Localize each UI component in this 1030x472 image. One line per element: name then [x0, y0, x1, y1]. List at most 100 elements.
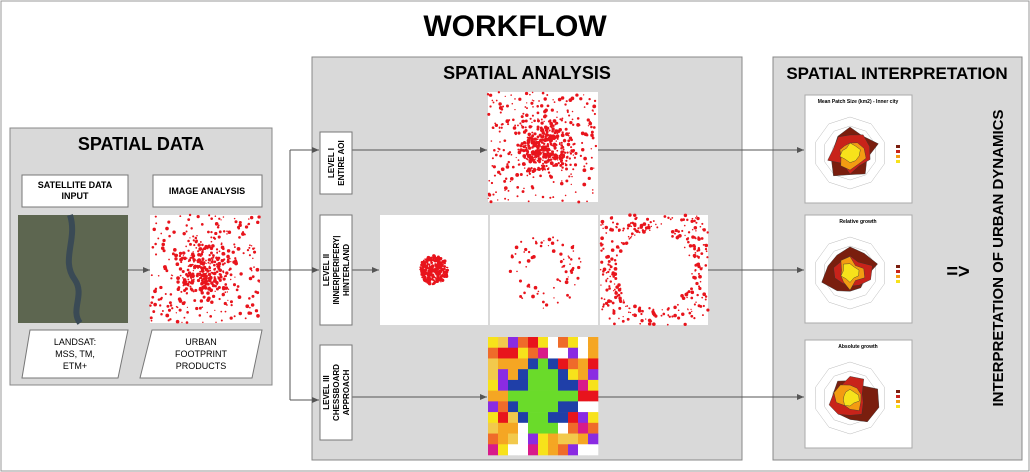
dot	[531, 186, 535, 190]
dot	[554, 123, 557, 126]
dot	[555, 154, 559, 157]
dot	[169, 318, 172, 321]
dot	[637, 308, 642, 313]
dot	[439, 257, 442, 260]
level-line: INNER|PERIFERY|	[332, 235, 341, 304]
dot	[197, 272, 200, 275]
dot	[495, 99, 498, 102]
dot	[600, 260, 604, 264]
dot	[559, 252, 563, 256]
dot	[691, 310, 693, 313]
dot	[534, 149, 536, 152]
dot	[671, 216, 674, 219]
dot	[706, 256, 709, 259]
box-label: URBAN FOOTPRINT PRODUCTS	[175, 337, 227, 371]
dot	[239, 272, 243, 276]
dot	[606, 277, 609, 280]
level-line: HINTERLAND	[342, 244, 351, 296]
dot	[197, 250, 200, 253]
dot	[253, 266, 255, 268]
dot	[499, 154, 503, 158]
chess-cell	[528, 379, 539, 391]
dot	[626, 317, 630, 321]
dot	[512, 118, 515, 122]
dot	[527, 146, 532, 150]
dot	[167, 220, 171, 224]
dot	[660, 223, 663, 225]
radar-area	[840, 263, 860, 283]
dot	[606, 304, 610, 307]
dot	[527, 200, 530, 203]
dot	[681, 312, 685, 316]
dot	[570, 149, 574, 153]
legend-swatch	[896, 280, 900, 283]
chess-cell	[538, 390, 549, 402]
dot	[592, 104, 597, 109]
dot	[536, 292, 539, 295]
chess-cell	[508, 401, 519, 413]
dot	[202, 321, 204, 324]
dot	[592, 110, 594, 112]
dot	[175, 262, 180, 267]
dot	[564, 163, 568, 167]
dot	[160, 246, 165, 251]
dot	[553, 164, 557, 167]
dot	[222, 230, 226, 233]
dot	[253, 250, 257, 254]
dot	[206, 291, 210, 295]
dot	[437, 255, 439, 258]
dot	[193, 267, 195, 270]
dot	[667, 314, 670, 317]
dot	[223, 301, 227, 306]
dot	[227, 254, 230, 257]
dot	[432, 274, 435, 277]
dot	[493, 148, 496, 152]
dot	[492, 127, 495, 129]
dot	[625, 305, 627, 308]
dot	[216, 251, 218, 254]
dot	[583, 132, 587, 136]
dot	[189, 242, 192, 246]
chess-cell	[488, 444, 499, 456]
dot	[181, 321, 183, 324]
dot	[182, 251, 186, 255]
dot	[572, 250, 575, 252]
dot	[649, 229, 651, 232]
dot	[552, 196, 555, 199]
dot	[161, 242, 166, 247]
dot	[543, 109, 547, 114]
dot	[506, 163, 509, 166]
dot	[206, 282, 210, 286]
dot	[539, 161, 542, 163]
dot	[648, 307, 651, 310]
dot	[530, 166, 533, 170]
dot	[222, 270, 225, 273]
dot	[549, 152, 554, 157]
dot	[211, 244, 215, 248]
dot	[583, 165, 586, 168]
dot	[532, 106, 534, 108]
dot	[540, 141, 544, 144]
dot	[190, 227, 193, 230]
dot	[545, 115, 548, 117]
dot	[205, 259, 207, 262]
dot	[634, 234, 636, 236]
dot	[521, 190, 525, 194]
dot	[691, 243, 696, 248]
dot	[182, 255, 185, 257]
box-label: SATELLITE DATA INPUT	[38, 180, 113, 201]
dot	[522, 112, 525, 115]
dot	[217, 224, 220, 227]
dot	[499, 173, 502, 176]
dot	[553, 147, 557, 150]
dot	[622, 301, 626, 304]
dot	[694, 269, 697, 272]
dot	[543, 97, 547, 101]
dot	[226, 260, 230, 264]
dot	[699, 280, 702, 283]
dot	[497, 170, 501, 174]
dot	[647, 223, 650, 226]
panel-title: SPATIAL INTERPRETATION	[786, 64, 1007, 83]
dot	[568, 296, 571, 299]
dot	[542, 142, 546, 146]
